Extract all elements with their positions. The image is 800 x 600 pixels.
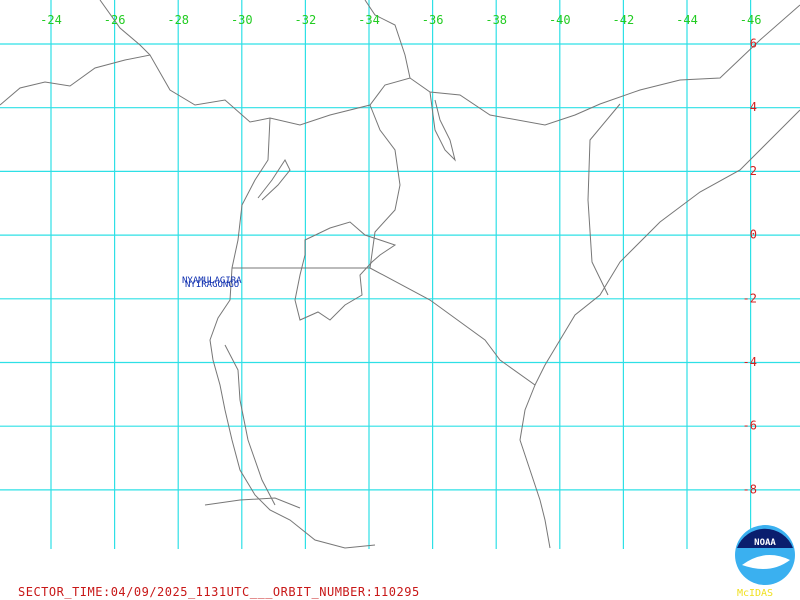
border: [232, 104, 401, 269]
border: [0, 4, 800, 126]
longitude-label: -32: [295, 13, 317, 27]
longitude-label: -36: [422, 13, 444, 27]
graticule: [0, 0, 800, 549]
logo-name: NOAA: [754, 538, 776, 548]
longitude-label: -28: [167, 13, 189, 27]
latitude-label: -2: [743, 291, 757, 305]
latitude-label: -8: [743, 482, 757, 496]
latitude-label: -6: [743, 419, 757, 433]
borders: [0, 0, 800, 549]
logo-gull: [742, 555, 790, 569]
border: [369, 109, 800, 386]
border: [429, 91, 456, 162]
longitude-label: -40: [549, 13, 571, 27]
logo-caption: McIDAS: [737, 588, 773, 599]
latitude-label: 0: [750, 228, 757, 242]
border: [519, 384, 551, 549]
latitude-label: 2: [750, 164, 757, 178]
volcano-label: NYIRAGONGO: [185, 280, 239, 290]
border: [99, 0, 151, 56]
longitude-label: -38: [485, 13, 507, 27]
latitude-label: 6: [750, 37, 757, 51]
border: [224, 344, 276, 506]
longitude-label: -24: [40, 13, 62, 27]
longitude-label: -42: [613, 13, 635, 27]
longitude-label: -30: [231, 13, 253, 27]
latitude-label: 4: [750, 100, 757, 114]
longitude-label: -26: [104, 13, 126, 27]
logo: NOAA McIDAS: [735, 525, 795, 599]
border: [587, 103, 621, 296]
longitude-label: -46: [740, 13, 762, 27]
volcano-label: NYAMULAGIRA: [182, 276, 242, 286]
labels: -24 -26 -28 -30 -32 -34 -36 -38 -40 -42 -44 -46 6 4 2 0…: [40, 13, 761, 496]
border: [209, 117, 376, 549]
footer: SECTOR_TIME:04/09/2025_1131UTC___ORBIT_N…: [18, 585, 420, 599]
latitude-label: -4: [743, 355, 757, 369]
logo-top: [737, 528, 793, 548]
border: [294, 221, 397, 321]
border: [364, 0, 411, 79]
border: [257, 158, 291, 201]
longitude-label: -34: [358, 13, 380, 27]
longitude-label: -44: [676, 13, 698, 27]
border: [204, 497, 301, 509]
